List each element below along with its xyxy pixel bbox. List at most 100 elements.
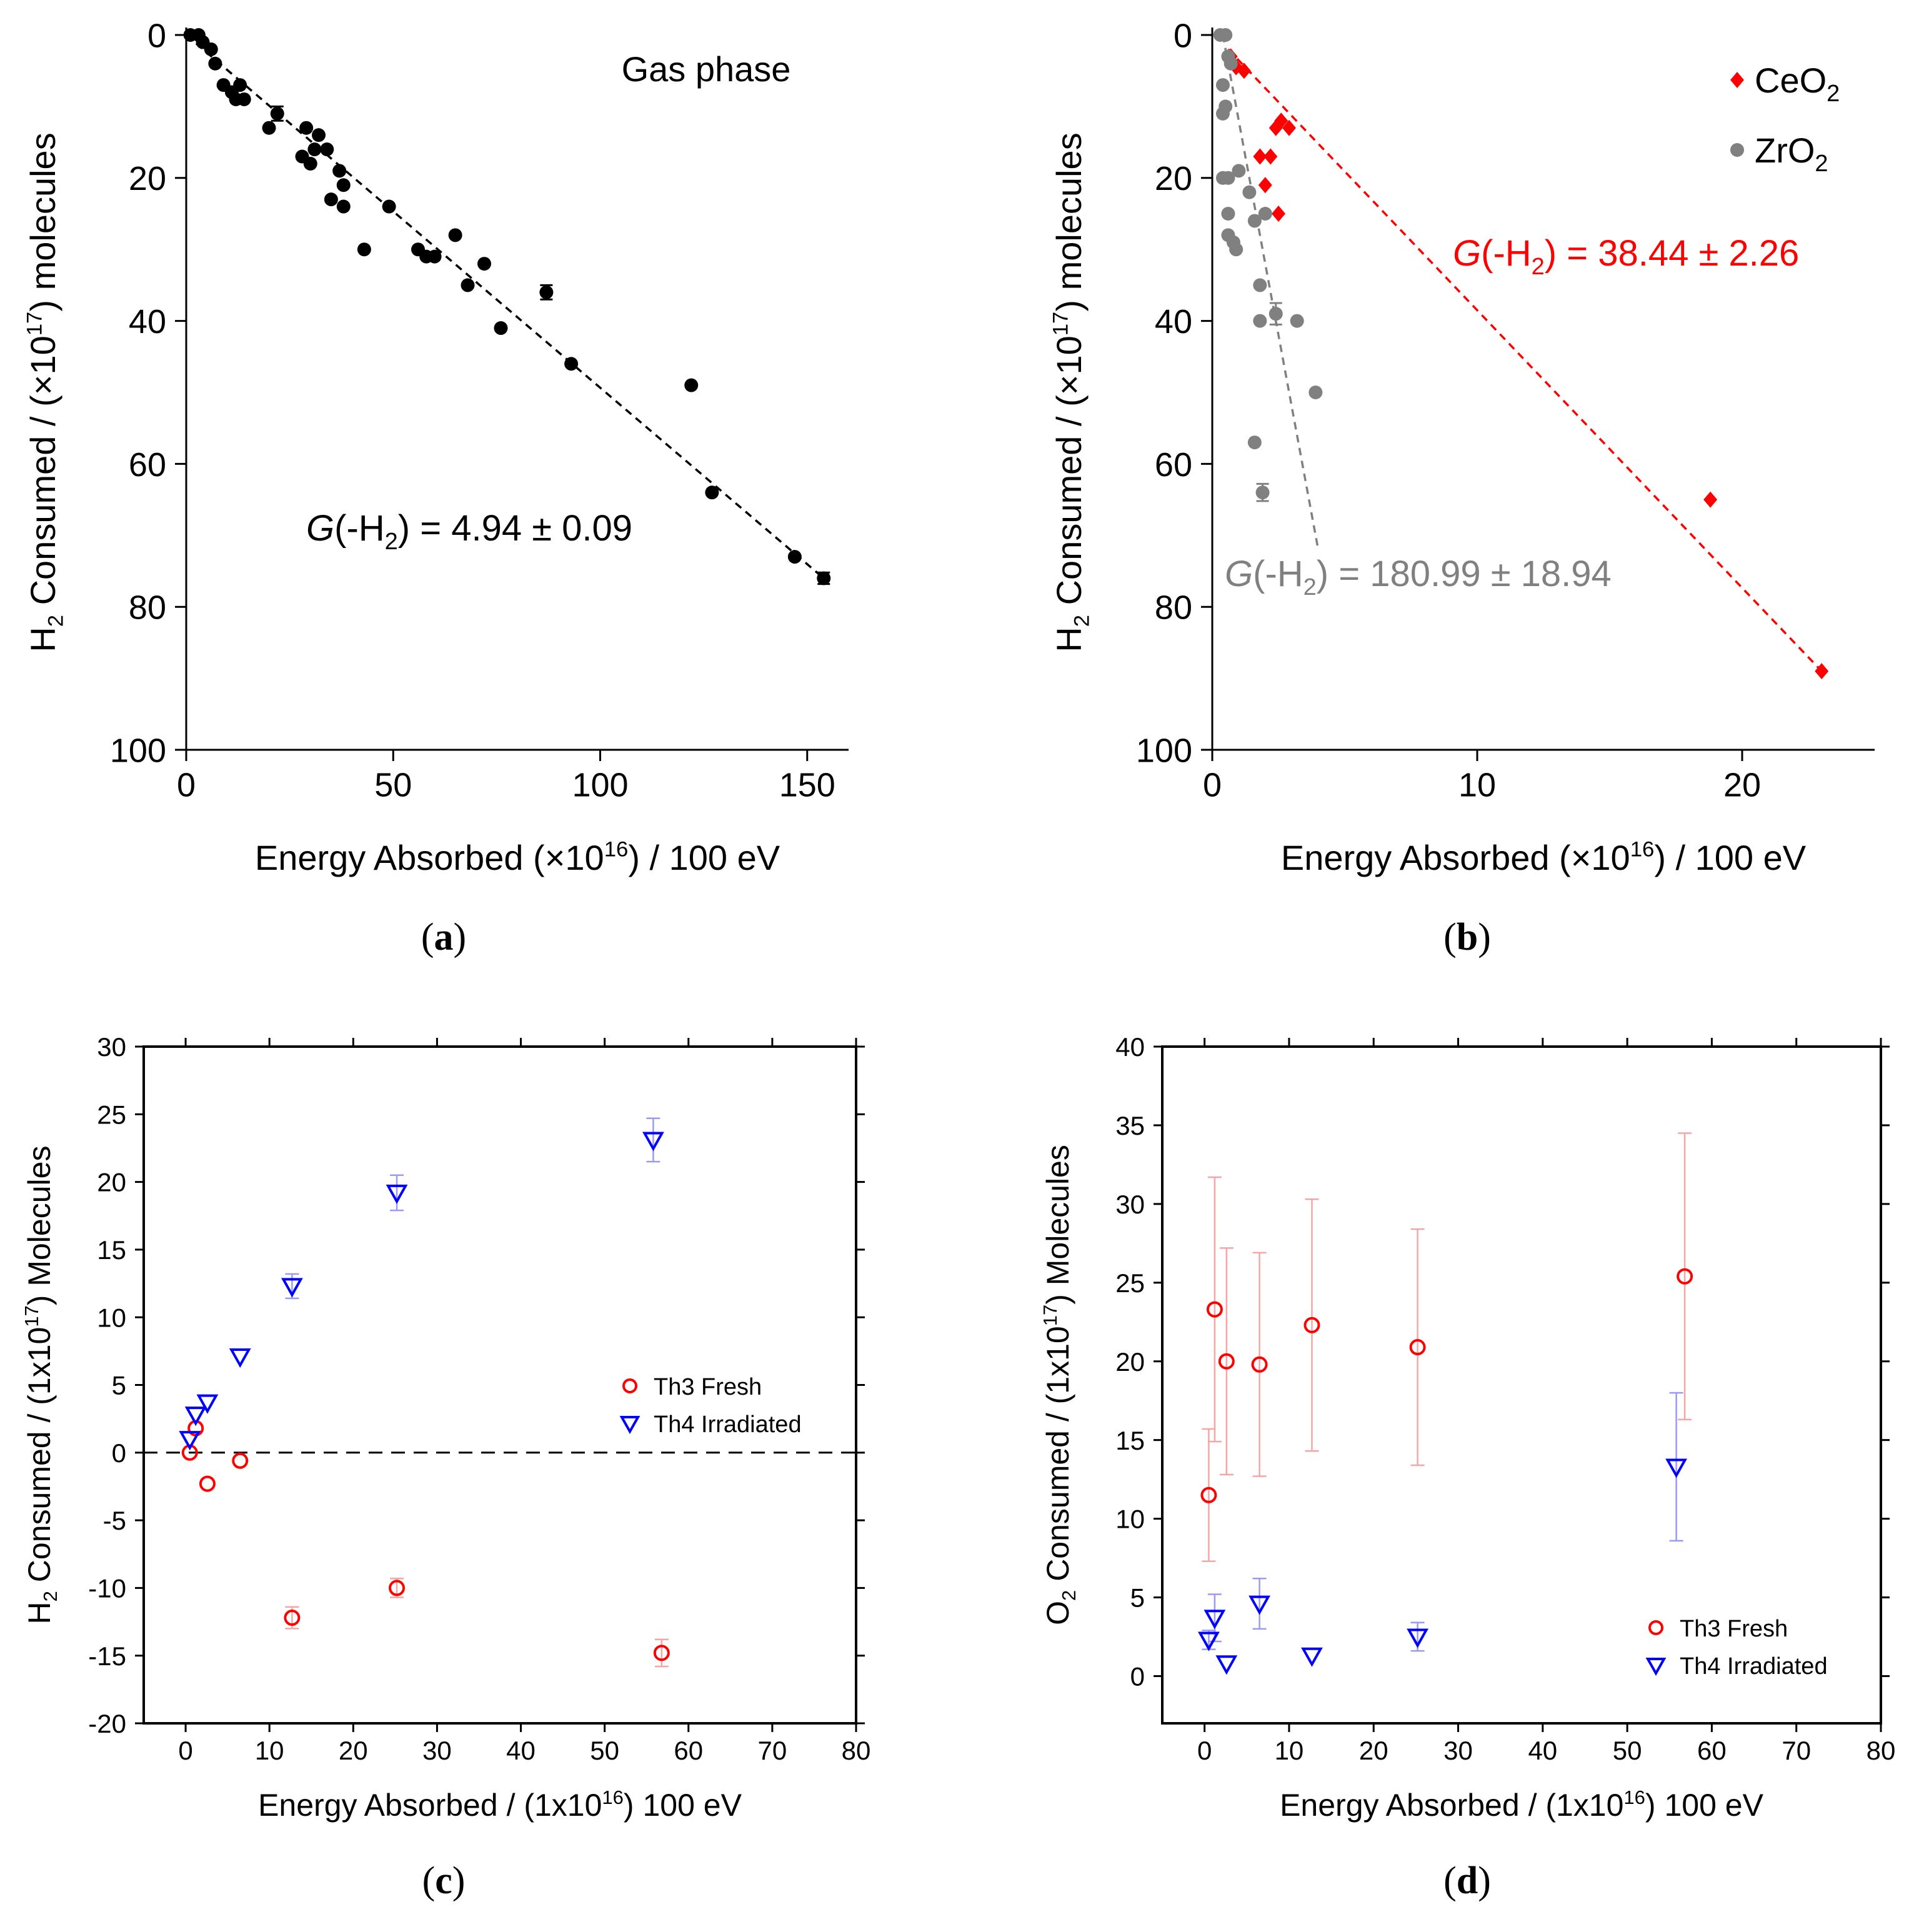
y-axis-label-sup: 17 xyxy=(1049,312,1073,336)
y-axis-label-text: O xyxy=(1040,1601,1075,1625)
y-tick-label: 40 xyxy=(1155,303,1192,341)
data-point xyxy=(179,1431,201,1451)
data-point xyxy=(1258,177,1272,194)
data-point xyxy=(357,242,371,257)
x-tick-label: 0 xyxy=(178,1736,192,1765)
y-axis-label-sup: 17 xyxy=(1039,1305,1061,1326)
data-point xyxy=(684,378,699,392)
data-point xyxy=(1269,307,1283,321)
x-axis-label-sup: 16 xyxy=(1630,838,1655,862)
data-point xyxy=(1308,386,1323,399)
fit-label-text: ) xyxy=(398,508,410,549)
fit-label-g: G xyxy=(1225,554,1253,594)
y-axis-label-sub: 2 xyxy=(39,1591,61,1601)
data-point xyxy=(564,357,579,371)
x-tick-label: 50 xyxy=(1613,1736,1642,1765)
x-tick-label: 0 xyxy=(177,767,196,804)
legend-marker xyxy=(1648,1620,1663,1635)
x-tick-label: 70 xyxy=(758,1736,787,1765)
y-axis-label-sub: 2 xyxy=(44,615,67,627)
y-tick-label: 25 xyxy=(1115,1268,1145,1298)
y-tick-label: 15 xyxy=(1115,1426,1145,1455)
y-tick-label: 60 xyxy=(129,446,166,484)
data-point xyxy=(1247,436,1262,450)
data-point xyxy=(1677,1268,1693,1285)
data-point xyxy=(817,571,831,585)
x-tick-label: 0 xyxy=(1197,1736,1212,1765)
data-point xyxy=(312,128,326,142)
data-point xyxy=(303,156,317,171)
fit-label-text: (-H xyxy=(1253,554,1303,594)
legend-marker xyxy=(1730,143,1744,157)
x-axis-label: Energy Absorbed / (1x1016) 100 eV xyxy=(1280,1786,1763,1823)
fit-label-sub: 2 xyxy=(1532,254,1545,280)
x-axis-label-text: Energy Absorbed / (1x10 xyxy=(258,1788,602,1823)
data-point xyxy=(1282,119,1296,136)
y-tick-label: 20 xyxy=(1115,1347,1145,1377)
y-tick-label: 30 xyxy=(97,1032,126,1062)
y-axis-label-sub: 2 xyxy=(1058,1590,1080,1601)
data-point xyxy=(1200,1486,1217,1503)
legend-label-text: CeO xyxy=(1755,61,1827,100)
y-tick-label: -20 xyxy=(88,1709,126,1738)
panel-label-letter: c xyxy=(435,1860,452,1902)
series-th4-irradiated xyxy=(179,1117,664,1451)
fit-label-sub: 2 xyxy=(1303,574,1317,600)
panel-label-paren: ) xyxy=(452,1860,466,1902)
data-point xyxy=(237,92,251,106)
y-tick-label: 20 xyxy=(97,1168,126,1197)
data-point xyxy=(1247,214,1262,228)
legend: Th3 Fresh Th4 Irradiated xyxy=(619,1374,802,1438)
fit-line xyxy=(185,34,825,579)
y-tick-label: 0 xyxy=(1130,1662,1145,1691)
data-point xyxy=(1249,1595,1271,1615)
data-point xyxy=(184,1407,207,1427)
series-th3-fresh xyxy=(1200,1132,1693,1562)
fit-label-sub: 2 xyxy=(385,529,398,555)
data-point xyxy=(1242,185,1257,199)
data-point xyxy=(1215,1655,1238,1675)
fit-label: G(-H2) = 4.94 ± 0.09 xyxy=(306,508,632,555)
x-axis-label-text: ) 100 eV xyxy=(624,1788,742,1823)
data-point xyxy=(233,78,247,92)
data-point xyxy=(653,1645,670,1661)
chart-panel-a: 0 50 100 150 0 20 40 60 80 100 Energy Absorbed (×1… xyxy=(23,17,849,959)
series-0 xyxy=(183,28,831,585)
y-tick-label: 5 xyxy=(112,1371,126,1400)
data-point xyxy=(787,550,802,564)
y-tick-label: 10 xyxy=(1115,1505,1145,1534)
y-tick-label: 15 xyxy=(97,1235,126,1265)
panel-label-letter: a xyxy=(434,916,454,959)
fit-label-value: = 38.44 ± 2.26 xyxy=(1557,233,1799,274)
y-tick-label: 20 xyxy=(1155,160,1192,197)
data-point xyxy=(336,178,351,192)
y-tick-label: 60 xyxy=(1155,446,1192,484)
fit-label-value: = 4.94 ± 0.09 xyxy=(410,508,632,549)
x-tick-label: 10 xyxy=(1275,1736,1304,1765)
x-axis-label-sup: 16 xyxy=(602,1786,623,1808)
x-tick-label: 50 xyxy=(374,767,412,804)
data-point xyxy=(1665,1458,1688,1478)
fit-label-text: ) xyxy=(1317,554,1328,594)
y-tick-label: 30 xyxy=(1115,1190,1145,1219)
panel-label-paren: ( xyxy=(422,1860,436,1902)
data-point xyxy=(307,142,322,157)
panel-label-paren: ( xyxy=(1443,916,1457,959)
y-tick-label: -10 xyxy=(88,1574,126,1603)
y-tick-label: 80 xyxy=(1155,589,1192,627)
x-axis-label-text: ) / 100 eV xyxy=(628,838,780,877)
x-tick-label: 80 xyxy=(842,1736,871,1765)
legend-marker xyxy=(622,1378,637,1393)
y-axis-label-sup: 17 xyxy=(23,312,47,336)
x-tick-label: 40 xyxy=(1528,1736,1557,1765)
y-tick-label: -5 xyxy=(103,1506,126,1535)
y-tick-label: 40 xyxy=(129,303,166,341)
x-tick-label: 10 xyxy=(255,1736,284,1765)
panel-label: (c) xyxy=(422,1860,466,1902)
x-tick-label: 100 xyxy=(572,767,628,804)
panel-label-letter: d xyxy=(1457,1860,1478,1902)
chart-panel-b: 0 10 20 0 20 40 60 80 100 Energy Absorbed (×1016)… xyxy=(1049,17,1875,959)
data-point xyxy=(208,56,222,71)
data-point xyxy=(461,278,475,292)
